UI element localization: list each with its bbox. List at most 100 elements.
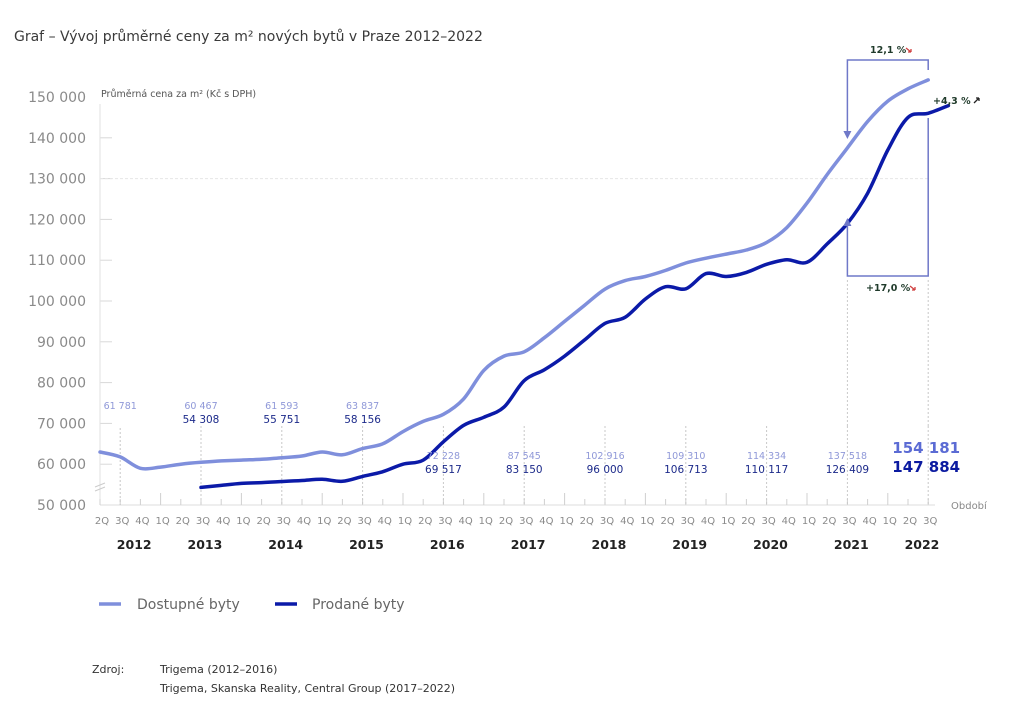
change-right-label: +4,3 % <box>933 96 971 107</box>
annotation-prodane: 147 884 <box>892 458 960 476</box>
value-annotations: 61 781 60 467 54 308 61 593 55 751 63 837 58 1… <box>104 401 961 476</box>
year-label: 2019 <box>672 537 707 552</box>
year-label: 2017 <box>511 537 546 552</box>
year-label: 2014 <box>268 537 303 552</box>
source-note: Zdroj: Trigema (2012–2016) Trigema, Skan… <box>92 663 455 695</box>
annotation-prodane: 58 156 <box>344 414 381 426</box>
arrow-down-icon <box>843 131 852 139</box>
source-label: Zdroj: <box>92 663 124 676</box>
change-bottom-label: +17,0 % <box>866 283 911 294</box>
source-line-1: Trigema (2012–2016) <box>159 663 277 676</box>
y-tick-label: 90 000 <box>37 335 86 351</box>
year-label: 2013 <box>188 537 223 552</box>
x-tick-label: 4Q <box>378 516 392 527</box>
x-tick-label: 4Q <box>539 516 553 527</box>
x-tick-label: 2Q <box>95 516 109 527</box>
x-tick-label: 3Q <box>923 516 937 527</box>
x-tick-label: 1Q <box>317 516 331 527</box>
x-tick-label: 1Q <box>398 516 412 527</box>
x-tick-label: 2Q <box>660 516 674 527</box>
year-label: 2015 <box>349 537 384 552</box>
x-tick-label: 1Q <box>479 516 493 527</box>
x-tick-label: 4Q <box>297 516 311 527</box>
x-tick-label: 4Q <box>701 516 715 527</box>
annotation-dostupne: 61 593 <box>265 401 298 412</box>
annotation-prodane: 110 117 <box>745 464 788 476</box>
x-tick-label: 3Q <box>842 516 856 527</box>
annotation-prodane: 96 000 <box>587 464 624 476</box>
x-tick-label: 2Q <box>822 516 836 527</box>
x-tick-label: 2Q <box>256 516 270 527</box>
year-label: 2022 <box>905 537 940 552</box>
year-label: 2021 <box>834 537 869 552</box>
annotation-dostupne: 109 310 <box>666 451 705 462</box>
y-tick-label: 100 000 <box>28 294 86 310</box>
annotation-dostupne: 63 837 <box>346 401 379 412</box>
annotation-prodane: 106 713 <box>664 464 707 476</box>
x-tick-label: 2Q <box>741 516 755 527</box>
legend-label-prodane: Prodané byty <box>312 597 405 613</box>
annotation-prodane: 83 150 <box>506 464 543 476</box>
annotation-prodane: 126 409 <box>826 464 869 476</box>
series-lines <box>98 78 951 490</box>
y-axis: 150 000 140 000 130 000 120 000 110 000 100 0… <box>28 90 112 514</box>
source-line-2: Trigema, Skanska Reality, Central Group … <box>159 682 455 695</box>
annotation-dostupne: 154 181 <box>892 439 960 457</box>
y-tick-label: 140 000 <box>28 131 86 147</box>
year-label: 2018 <box>592 537 627 552</box>
axis-break-icon <box>94 482 106 492</box>
x-tick-label: 3Q <box>196 516 210 527</box>
trend-down-icon <box>909 285 916 291</box>
arrow-up-icon <box>843 218 852 226</box>
x-tick-label: 4Q <box>782 516 796 527</box>
x-tick-label: 1Q <box>721 516 735 527</box>
annotation-prodane: 69 517 <box>425 464 462 476</box>
annotation-dostupne: 137 518 <box>828 451 867 462</box>
trend-up-icon <box>973 97 980 104</box>
x-tick-label: 1Q <box>640 516 654 527</box>
x-axis-label: Období <box>951 500 988 512</box>
x-tick-label: 2Q <box>337 516 351 527</box>
annotation-dostupne: 114 334 <box>747 451 786 462</box>
x-tick-label: 1Q <box>559 516 573 527</box>
trend-down-icon <box>905 47 912 53</box>
x-tick-label: 4Q <box>135 516 149 527</box>
x-tick-label: 2Q <box>176 516 190 527</box>
legend-label-dostupne: Dostupné byty <box>137 597 240 613</box>
x-tick-label: 4Q <box>620 516 634 527</box>
annotation-dostupne: 61 781 <box>104 401 137 412</box>
x-tick-label: 1Q <box>883 516 897 527</box>
y-axis-label: Průměrná cena za m² (Kč s DPH) <box>101 89 256 100</box>
y-tick-label: 60 000 <box>37 457 86 473</box>
change-box-top <box>846 59 929 133</box>
x-tick-label: 3Q <box>115 516 129 527</box>
series-line-prodane <box>199 103 951 490</box>
x-tick-label: 3Q <box>357 516 371 527</box>
x-tick-label: 3Q <box>277 516 291 527</box>
x-tick-label: 4Q <box>862 516 876 527</box>
y-tick-label: 50 000 <box>37 498 86 514</box>
change-box <box>843 47 980 426</box>
x-tick-label: 2Q <box>580 516 594 527</box>
change-box-bottom <box>846 118 929 277</box>
x-tick-label: 3Q <box>519 516 533 527</box>
chart-legend: Dostupné byty Prodané byty <box>99 597 405 613</box>
annotation-droplines <box>119 426 929 505</box>
y-tick-label: 80 000 <box>37 376 86 392</box>
x-tick-label: 3Q <box>438 516 452 527</box>
x-axis: 2Q 3Q 4Q 1Q 2Q 3Q 4Q 1Q 2Q 3Q 4Q 1Q 2Q 3Q 4Q 1Q 2Q 3Q 4Q 1Q… <box>95 493 940 552</box>
y-tick-label: 110 000 <box>28 253 86 269</box>
x-tick-label: 4Q <box>458 516 472 527</box>
y-tick-label: 120 000 <box>28 212 86 228</box>
x-tick-label: 3Q <box>681 516 695 527</box>
x-tick-label: 2Q <box>418 516 432 527</box>
annotation-dostupne: 87 545 <box>508 451 541 462</box>
x-tick-label: 3Q <box>761 516 775 527</box>
x-tick-label: 2Q <box>903 516 917 527</box>
change-top-label: 12,1 % <box>870 45 907 56</box>
x-tick-label: 3Q <box>600 516 614 527</box>
x-tick-label: 1Q <box>155 516 169 527</box>
x-tick-label: 4Q <box>216 516 230 527</box>
annotation-prodane: 54 308 <box>183 414 220 426</box>
